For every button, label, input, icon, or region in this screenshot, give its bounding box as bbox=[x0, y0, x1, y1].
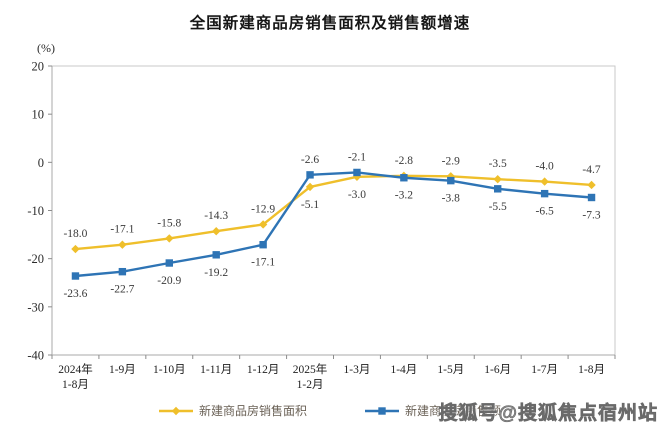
svg-text:10: 10 bbox=[32, 108, 45, 122]
svg-text:1-6月: 1-6月 bbox=[484, 364, 511, 376]
svg-text:1-4月: 1-4月 bbox=[390, 364, 417, 376]
svg-text:-6.5: -6.5 bbox=[536, 206, 554, 218]
svg-text:-15.8: -15.8 bbox=[157, 217, 181, 229]
sales-amount-line-marker-icon bbox=[365, 406, 399, 415]
legend-item-sales-area: 新建商品房销售面积 bbox=[158, 402, 307, 419]
svg-text:-7.3: -7.3 bbox=[582, 209, 600, 221]
svg-text:1-12月: 1-12月 bbox=[247, 364, 280, 376]
svg-text:-3.0: -3.0 bbox=[348, 189, 366, 201]
legend-item-sales-amount: 新建商品房销售额 bbox=[365, 402, 501, 419]
svg-text:-2.6: -2.6 bbox=[301, 154, 319, 166]
svg-text:1-9月: 1-9月 bbox=[109, 364, 136, 376]
svg-text:-4.7: -4.7 bbox=[582, 164, 600, 176]
svg-text:-3.5: -3.5 bbox=[489, 158, 507, 170]
y-axis-unit-label: (%) bbox=[37, 41, 55, 55]
svg-text:-20: -20 bbox=[27, 252, 44, 266]
svg-text:-23.6: -23.6 bbox=[63, 288, 87, 300]
svg-text:-19.2: -19.2 bbox=[204, 267, 228, 279]
chart-title: 全国新建商品房销售面积及销售额增速 bbox=[189, 15, 471, 32]
svg-text:1-5月: 1-5月 bbox=[437, 364, 464, 376]
svg-text:1-11月: 1-11月 bbox=[200, 364, 232, 376]
svg-text:-3.2: -3.2 bbox=[395, 190, 413, 202]
svg-text:-2.9: -2.9 bbox=[442, 155, 460, 167]
svg-text:-12.9: -12.9 bbox=[251, 203, 275, 215]
svg-text:-2.1: -2.1 bbox=[348, 151, 366, 163]
svg-text:-4.0: -4.0 bbox=[536, 161, 554, 173]
legend-label-sales-area: 新建商品房销售面积 bbox=[198, 404, 307, 418]
svg-text:1-8月: 1-8月 bbox=[62, 379, 89, 391]
svg-text:2024年: 2024年 bbox=[58, 362, 93, 376]
svg-text:-30: -30 bbox=[27, 300, 44, 314]
svg-text:-14.3: -14.3 bbox=[204, 210, 228, 222]
svg-text:-18.0: -18.0 bbox=[63, 228, 87, 240]
svg-text:20: 20 bbox=[32, 60, 45, 74]
legend-label-sales-amount: 新建商品房销售额 bbox=[405, 404, 502, 418]
svg-text:-17.1: -17.1 bbox=[110, 224, 134, 236]
svg-text:-5.1: -5.1 bbox=[301, 199, 319, 211]
sales-area-line-marker-icon bbox=[158, 406, 193, 415]
svg-text:-10: -10 bbox=[27, 204, 44, 218]
watermark: 搜狐号@搜狐焦点宿州站 bbox=[438, 403, 658, 425]
svg-text:-20.9: -20.9 bbox=[157, 275, 181, 287]
svg-text:-3.8: -3.8 bbox=[442, 193, 460, 205]
svg-text:1-8月: 1-8月 bbox=[578, 364, 605, 376]
svg-text:-5.5: -5.5 bbox=[489, 201, 507, 213]
legend: 新建商品房销售面积 新建商品房销售额 bbox=[0, 402, 660, 419]
svg-text:1-2月: 1-2月 bbox=[297, 379, 324, 391]
svg-text:-17.1: -17.1 bbox=[251, 257, 275, 269]
svg-text:-22.7: -22.7 bbox=[110, 284, 134, 296]
svg-text:0: 0 bbox=[38, 156, 44, 170]
svg-text:1-7月: 1-7月 bbox=[531, 364, 558, 376]
svg-text:1-10月: 1-10月 bbox=[153, 364, 186, 376]
svg-text:1-3月: 1-3月 bbox=[344, 364, 371, 376]
svg-text:2025年: 2025年 bbox=[293, 362, 328, 376]
svg-text:-2.8: -2.8 bbox=[395, 155, 413, 167]
svg-text:-40: -40 bbox=[27, 349, 44, 363]
